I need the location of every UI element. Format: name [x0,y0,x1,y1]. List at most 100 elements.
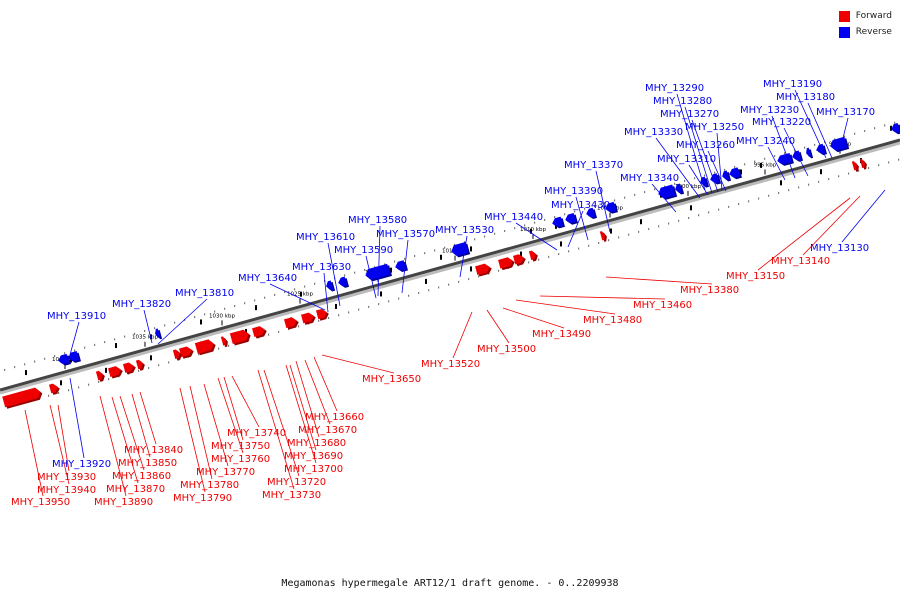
lower-track-dot [58,391,60,394]
gene-leader-line [401,239,409,294]
upper-track-dot [654,188,656,191]
gene-label: MHY_13370 [564,160,623,171]
upper-track-dot [64,352,66,355]
gene-body [95,370,103,381]
legend-forward: Forward [838,8,892,24]
gene-label: MHY_13380 [680,285,739,296]
gene-leader-line [459,235,468,278]
lower-track-dot [498,269,500,272]
upper-track-dot [84,346,86,349]
reverse-gene-block [722,170,732,182]
scale-tick-label: 1000 kbp [675,184,701,190]
gene-leader-line [69,377,85,459]
lower-track-dot [228,344,230,347]
track-mark [300,291,302,297]
reverse-gene-block [58,353,72,366]
upper-track-dot [444,246,446,249]
forward-gene-block [498,257,515,271]
lower-track-dot [148,366,150,369]
lower-track-dot [828,178,830,181]
lower-track-dot [768,194,770,197]
gene-leader-line [111,396,139,484]
lower-track-dot [818,180,820,183]
upper-track-dot [254,299,256,302]
gene-leader-line [452,311,473,359]
forward-gene-block [475,263,492,277]
lower-track-dot [388,300,390,303]
upper-track-dot [504,229,506,232]
gene-label: MHY_13840 [124,445,183,456]
upper-track-dot [854,132,856,135]
upper-track-dot [754,160,756,163]
gene-leader-line [807,102,833,159]
reverse-gene-block [552,216,566,229]
upper-track-dot [614,199,616,202]
gene-label: MHY_13770 [196,467,255,478]
gene-body [135,359,143,370]
gene-body [806,147,812,157]
lower-track-dot [528,261,530,264]
lower-track-dot [438,286,440,289]
gene-leader-line [515,299,616,315]
gene-leader-line [49,404,70,485]
gene-label: MHY_13790 [173,493,232,504]
lower-track-dot [68,389,70,392]
gene-leader-line [595,170,611,233]
upper-track-dot [764,157,766,160]
forward-gene-block [301,312,316,325]
gene-leader-line [313,356,338,412]
lower-track-dot [358,308,360,311]
upper-track-dot [194,316,196,319]
gene-leader-line [289,364,317,451]
upper-track-dot [704,174,706,177]
upper-track-dot [474,238,476,241]
gene-label: MHY_13430 [551,200,610,211]
gene-leader-line [515,222,558,251]
gene-leader-line [24,409,44,497]
forward-gene-block [2,387,43,409]
track-mark [470,246,472,252]
gene-leader-line [575,196,589,241]
gene-label: MHY_13780 [180,480,239,491]
gene-leader-line [179,387,206,493]
lower-track-dot [478,275,480,278]
forward-gene-block [315,308,329,321]
upper-track-dot [694,177,696,180]
lower-track-dot [458,280,460,283]
gene-body [155,328,161,338]
gene-label: MHY_13860 [112,471,171,482]
track-mark [690,205,692,211]
lower-track-dot [608,239,610,242]
upper-track-dot [594,204,596,207]
lower-track-dot [618,236,620,239]
gene-label: MHY_13310 [657,154,716,165]
gene-body [326,280,334,290]
gene-body [48,383,58,394]
gene-body [891,122,900,133]
gene-body [252,326,265,337]
lower-track-dot [858,169,860,172]
lower-track-dot [638,230,640,233]
gene-label: MHY_13950 [11,497,70,508]
reverse-gene-block [565,212,579,225]
lower-track-dot [868,166,870,169]
scale-tick-label: 1030 kbp [209,313,235,319]
backbone-shadow [0,141,900,395]
forward-gene-block [48,383,60,395]
upper-track-dot [4,368,6,371]
forward-gene-block [851,161,859,172]
gene-label: MHY_13650 [362,374,421,385]
gene-leader-line [605,276,713,285]
lower-track-dot [798,186,800,189]
gene-label: MHY_13910 [47,311,106,322]
upper-track-dot [554,216,556,219]
gene-label: MHY_13690 [284,451,343,462]
lower-track-dot [718,208,720,211]
track-mark [105,367,107,373]
gene-body [498,257,513,269]
upper-track-dot [154,327,156,330]
upper-track-dot [354,271,356,274]
track-mark [440,254,442,260]
gene-label: MHY_13330 [624,127,683,138]
upper-track-dot [134,332,136,335]
